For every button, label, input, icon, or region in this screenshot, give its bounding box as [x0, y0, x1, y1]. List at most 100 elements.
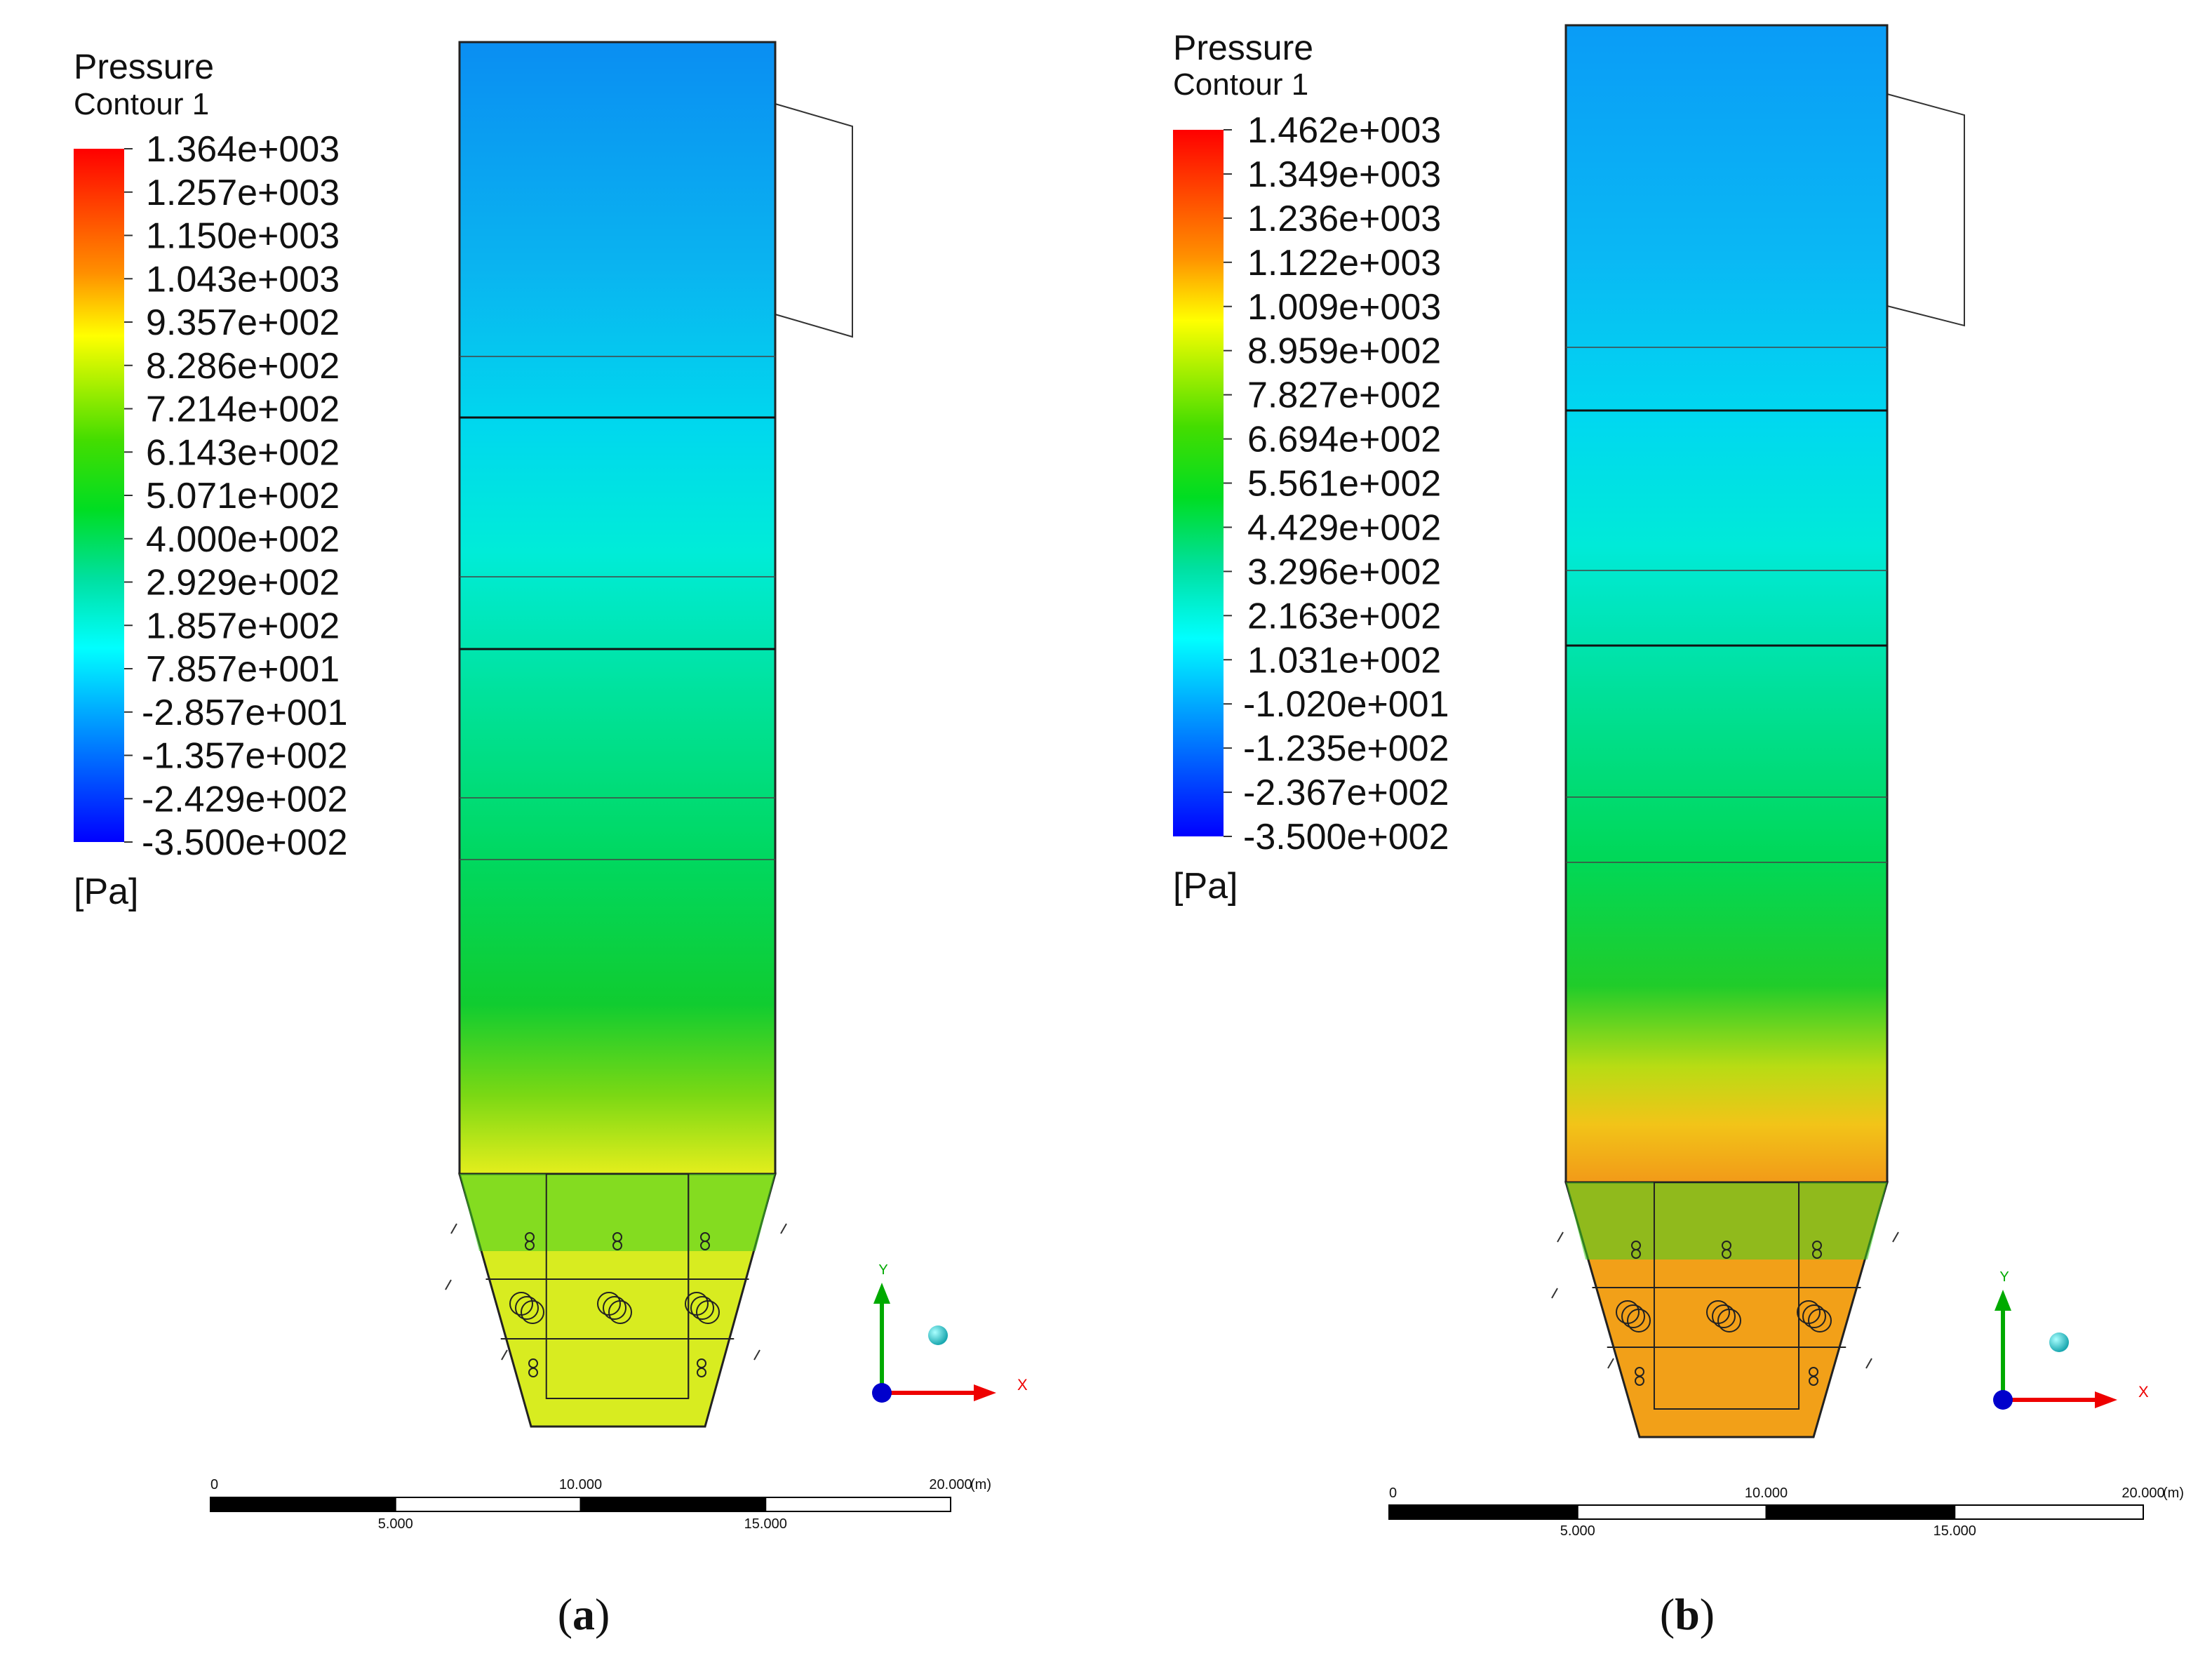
- x-axis-head: [2095, 1391, 2117, 1408]
- burner-nozzle: [1722, 1249, 1731, 1259]
- burner-swirl: [696, 1300, 720, 1324]
- burner-swirl: [1717, 1309, 1741, 1332]
- colorbar-label: 5.071e+002: [146, 476, 340, 516]
- colorbar-label: 2.163e+002: [1247, 596, 1441, 636]
- colorbar-label: 1.462e+003: [1247, 110, 1441, 151]
- colorbar-label: 3.296e+002: [1247, 552, 1441, 592]
- y-axis-head: [1995, 1290, 2011, 1311]
- burner-nozzle: [700, 1241, 710, 1250]
- colorbar-label: -1.020e+001: [1243, 684, 1449, 725]
- scale-label-bottom: 5.000: [1560, 1523, 1595, 1539]
- colorbar-label: 1.031e+002: [1247, 640, 1441, 681]
- scale-segment: [1388, 1504, 1578, 1520]
- outlet-duct: [1886, 93, 1965, 327]
- colorbar: [74, 149, 124, 842]
- x-axis-head: [974, 1384, 996, 1401]
- colorbar-label: 1.364e+003: [146, 129, 340, 170]
- colorbar-label: 2.929e+002: [146, 563, 340, 603]
- scale-segment: [394, 1497, 582, 1512]
- side-marker: [1892, 1231, 1899, 1243]
- colorbar-label: 8.286e+002: [146, 346, 340, 387]
- scale-label-bottom: 15.000: [744, 1516, 787, 1532]
- colorbar-label: -3.500e+002: [142, 822, 348, 863]
- colorbar-label: -1.357e+002: [142, 736, 348, 777]
- legend-title: Pressure: [1173, 28, 1313, 67]
- burner-swirl: [1627, 1309, 1651, 1332]
- colorbar-label: 8.959e+002: [1247, 331, 1441, 372]
- burner-swirl: [608, 1300, 632, 1324]
- legend-unit: [Pa]: [1173, 866, 1238, 907]
- colorbar-label: -3.500e+002: [1243, 817, 1449, 857]
- hopper-blend: [1566, 1182, 1887, 1260]
- scale-segment: [1576, 1504, 1767, 1520]
- y-axis-head: [873, 1283, 890, 1304]
- scale-label-top: 20.000: [929, 1477, 972, 1492]
- colorbar-label: 7.857e+001: [146, 649, 340, 690]
- colorbar-label: -2.429e+002: [142, 779, 348, 820]
- legend-title: Pressure: [74, 47, 214, 86]
- burner-swirl: [521, 1300, 544, 1324]
- furnace: [445, 41, 853, 1428]
- side-marker: [1557, 1231, 1564, 1243]
- scale-label-top: 10.000: [559, 1477, 602, 1492]
- side-marker: [450, 1223, 457, 1234]
- x-axis-label: X: [2138, 1383, 2149, 1401]
- scale-unit: (m): [970, 1477, 991, 1492]
- colorbar-label: -2.857e+001: [142, 693, 348, 733]
- colorbar-label: 1.009e+003: [1247, 287, 1441, 328]
- colorbar-label: 9.357e+002: [146, 302, 340, 343]
- scale-segment: [579, 1497, 767, 1512]
- axis-triad: YX: [872, 1262, 1028, 1403]
- side-marker: [501, 1349, 508, 1361]
- scale-segment: [1765, 1504, 1956, 1520]
- furnace: [1551, 24, 1965, 1438]
- colorbar-label: -2.367e+002: [1243, 773, 1449, 813]
- burner-swirl: [1808, 1309, 1832, 1332]
- legend-subtitle: Contour 1: [74, 87, 209, 121]
- scale-label-bottom: 5.000: [378, 1516, 413, 1532]
- outlet-duct: [775, 103, 853, 338]
- scale-unit: (m): [2163, 1485, 2184, 1501]
- side-marker: [1551, 1288, 1558, 1299]
- burner-nozzle: [697, 1368, 706, 1377]
- colorbar-label: 1.236e+003: [1247, 199, 1441, 239]
- burner-nozzle: [525, 1241, 535, 1250]
- y-axis-label: Y: [1999, 1269, 2009, 1285]
- scale-bar: 0 10.000 20.000(m) 5.000 15.000: [1388, 1485, 2184, 1539]
- scale-label-top: 10.000: [1745, 1485, 1788, 1501]
- scale-label-top: 20.000: [2121, 1485, 2164, 1501]
- view-sphere: [928, 1325, 948, 1345]
- view-sphere: [2049, 1332, 2069, 1352]
- burner-nozzle: [1631, 1249, 1641, 1259]
- burner-nozzle: [1809, 1376, 1818, 1386]
- burner-swirl: [1712, 1304, 1736, 1328]
- colorbar-label: 1.257e+003: [146, 173, 340, 213]
- burner-swirl: [603, 1296, 626, 1320]
- z-axis-dot: [872, 1383, 892, 1403]
- burner-nozzle: [612, 1241, 622, 1250]
- panel-caption: (a): [558, 1589, 610, 1639]
- furnace-body: [458, 41, 777, 1175]
- axis-triad: YX: [1993, 1269, 2149, 1410]
- scale-bar: 0 10.000 20.000(m) 5.000 15.000: [210, 1477, 991, 1532]
- colorbar-label: 1.043e+003: [146, 259, 340, 300]
- scale-label-bottom: 15.000: [1933, 1523, 1976, 1539]
- side-marker: [780, 1223, 787, 1234]
- scale-segment: [210, 1497, 396, 1512]
- side-marker: [753, 1349, 760, 1361]
- colorbar-label: 5.561e+002: [1247, 464, 1441, 505]
- colorbar-label: 6.143e+002: [146, 432, 340, 473]
- burner-swirl: [690, 1296, 714, 1320]
- legend-unit: [Pa]: [74, 871, 139, 912]
- y-axis-label: Y: [878, 1262, 887, 1278]
- x-axis-label: X: [1017, 1376, 1028, 1394]
- panel-caption: (b): [1660, 1589, 1715, 1639]
- colorbar-label: 1.857e+002: [146, 606, 340, 646]
- colorbar-label: 6.694e+002: [1247, 420, 1441, 460]
